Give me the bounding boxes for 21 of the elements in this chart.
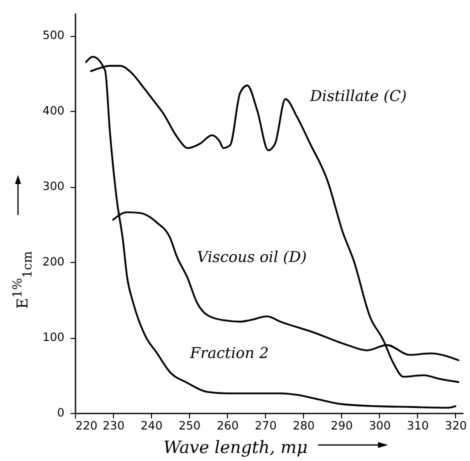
x-tick-label: 260 [216, 418, 239, 432]
y-tick-label: 400 [42, 104, 64, 118]
x-tick-label: 290 [330, 418, 353, 432]
x-axis-title: Wave length, mμ [163, 438, 308, 458]
series-label: Viscous oil (D) [197, 248, 307, 266]
y-tick-label: 500 [42, 28, 64, 42]
x-tick-label: 240 [140, 418, 163, 432]
x-tick-label: 320 [444, 418, 467, 432]
x-tick-label: 310 [406, 418, 429, 432]
y-tick-label: 300 [42, 179, 64, 194]
x-tick-label: 250 [178, 418, 201, 432]
x-tick-label: 270 [254, 418, 277, 432]
x-tick-label: 300 [368, 418, 391, 432]
x-tick-label: 230 [102, 418, 125, 432]
series-label: Distillate (C) [309, 87, 407, 105]
y-tick-label: 0 [57, 406, 64, 420]
y-tick-label: 100 [42, 330, 64, 344]
x-tick-label: 220 [76, 418, 98, 432]
x-tick-label: 280 [292, 418, 315, 432]
y-tick-label: 200 [42, 254, 64, 269]
series-label: Fraction 2 [189, 344, 269, 362]
